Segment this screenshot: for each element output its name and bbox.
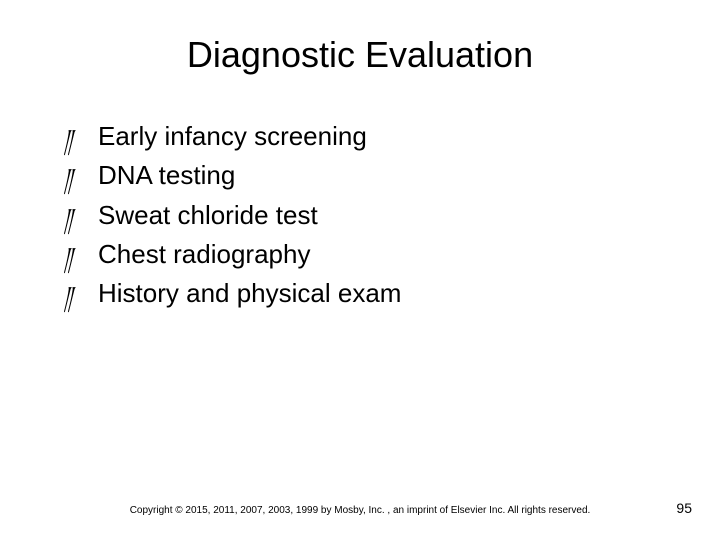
list-item: ༎ Early infancy screening: [64, 120, 401, 153]
bullet-icon: ༎: [64, 206, 98, 228]
page-number: 95: [676, 500, 692, 516]
bullet-icon: ༎: [64, 166, 98, 188]
bullet-icon: ༎: [64, 245, 98, 267]
bullet-icon: ༎: [64, 284, 98, 306]
list-item-text: DNA testing: [98, 159, 235, 192]
bullet-icon: ༎: [64, 127, 98, 149]
copyright-text: Copyright © 2015, 2011, 2007, 2003, 1999…: [0, 505, 720, 516]
list-item: ༎ DNA testing: [64, 159, 401, 192]
list-item-text: Early infancy screening: [98, 120, 367, 153]
slide: Diagnostic Evaluation ༎ Early infancy sc…: [0, 0, 720, 540]
list-item: ༎ Sweat chloride test: [64, 199, 401, 232]
list-item: ༎ Chest radiography: [64, 238, 401, 271]
list-item-text: History and physical exam: [98, 277, 401, 310]
list-item: ༎ History and physical exam: [64, 277, 401, 310]
slide-title: Diagnostic Evaluation: [0, 34, 720, 76]
list-item-text: Sweat chloride test: [98, 199, 318, 232]
footer: Copyright © 2015, 2011, 2007, 2003, 1999…: [0, 505, 720, 516]
bullet-list: ༎ Early infancy screening ༎ DNA testing …: [64, 120, 401, 316]
list-item-text: Chest radiography: [98, 238, 310, 271]
